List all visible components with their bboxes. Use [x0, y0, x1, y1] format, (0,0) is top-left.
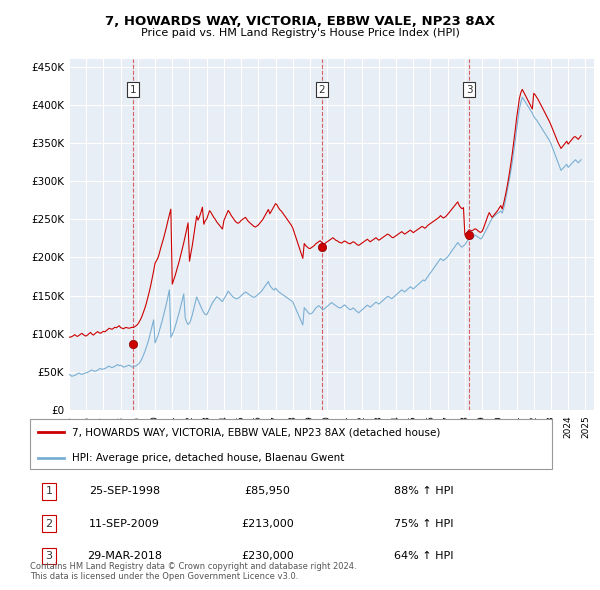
Text: Price paid vs. HM Land Registry's House Price Index (HPI): Price paid vs. HM Land Registry's House …: [140, 28, 460, 38]
FancyBboxPatch shape: [30, 419, 552, 469]
Text: 2: 2: [319, 84, 325, 94]
Text: £213,000: £213,000: [241, 519, 294, 529]
Text: 64% ↑ HPI: 64% ↑ HPI: [394, 551, 454, 561]
Text: 7, HOWARDS WAY, VICTORIA, EBBW VALE, NP23 8AX (detached house): 7, HOWARDS WAY, VICTORIA, EBBW VALE, NP2…: [72, 427, 440, 437]
Text: 1: 1: [46, 486, 52, 496]
Text: 29-MAR-2018: 29-MAR-2018: [87, 551, 162, 561]
Text: 88% ↑ HPI: 88% ↑ HPI: [394, 486, 454, 496]
Text: 1: 1: [130, 84, 137, 94]
Text: 11-SEP-2009: 11-SEP-2009: [89, 519, 160, 529]
Text: 25-SEP-1998: 25-SEP-1998: [89, 486, 160, 496]
Text: This data is licensed under the Open Government Licence v3.0.: This data is licensed under the Open Gov…: [30, 572, 298, 581]
Text: Contains HM Land Registry data © Crown copyright and database right 2024.: Contains HM Land Registry data © Crown c…: [30, 562, 356, 571]
Text: 3: 3: [466, 84, 472, 94]
Text: 7, HOWARDS WAY, VICTORIA, EBBW VALE, NP23 8AX: 7, HOWARDS WAY, VICTORIA, EBBW VALE, NP2…: [105, 15, 495, 28]
Text: £85,950: £85,950: [245, 486, 290, 496]
Text: 2: 2: [46, 519, 52, 529]
Text: 75% ↑ HPI: 75% ↑ HPI: [394, 519, 454, 529]
Text: £230,000: £230,000: [241, 551, 294, 561]
Text: HPI: Average price, detached house, Blaenau Gwent: HPI: Average price, detached house, Blae…: [72, 453, 344, 463]
Text: 3: 3: [46, 551, 52, 561]
